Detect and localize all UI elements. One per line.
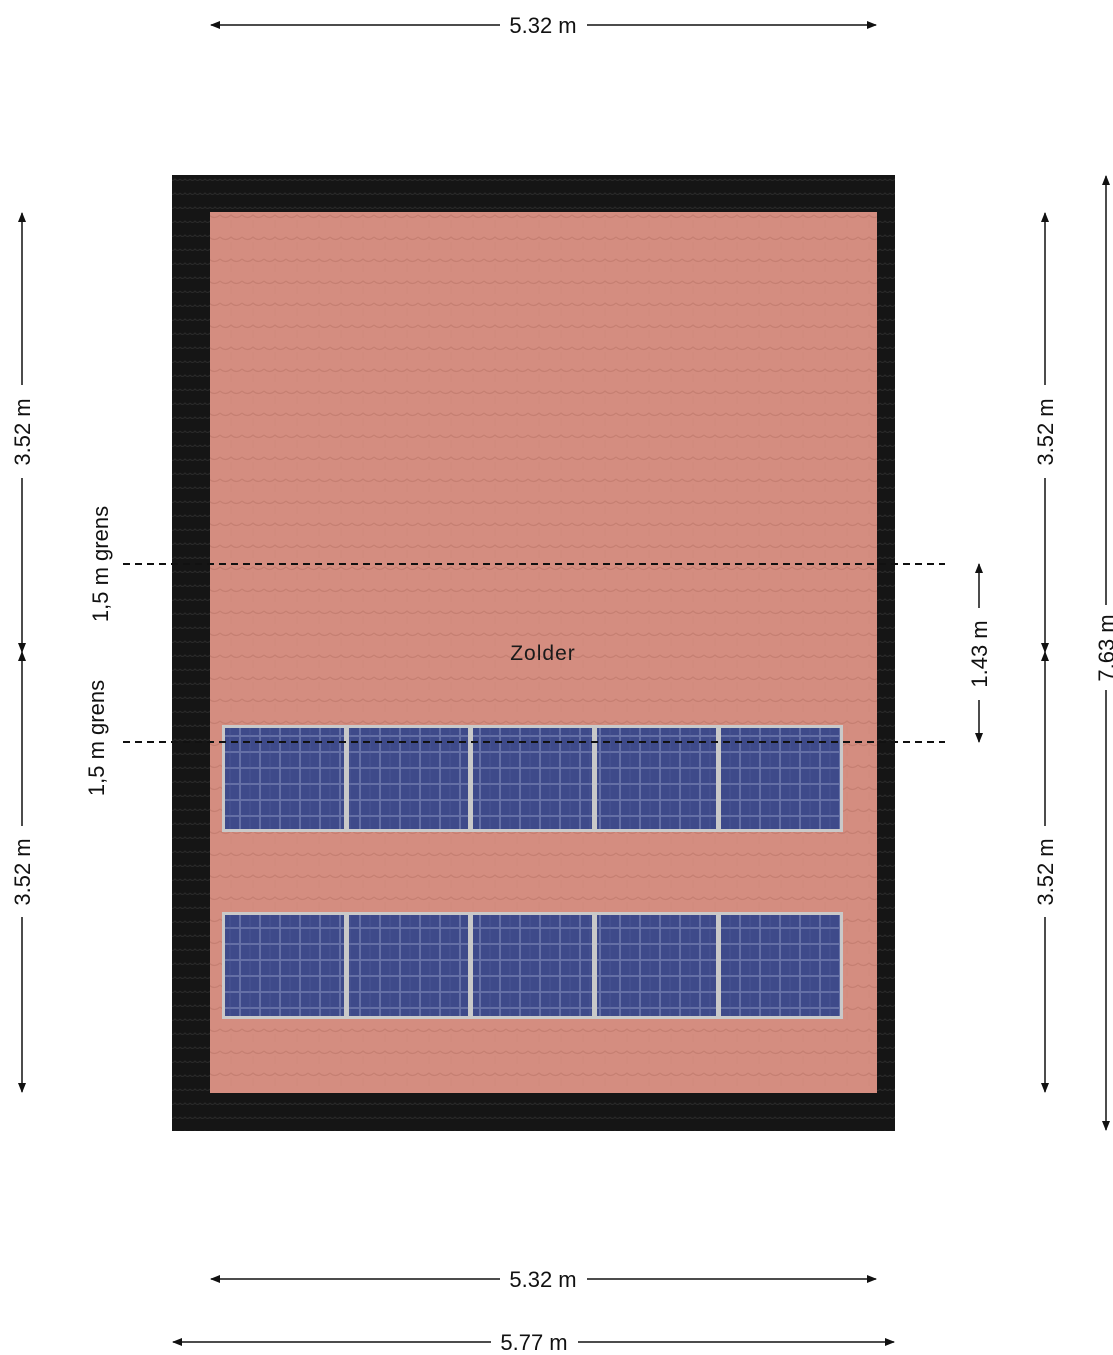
solar-panel [349, 915, 468, 1016]
solar-panel [721, 915, 840, 1016]
solar-panel-row-lower [222, 912, 843, 1019]
dimension-label: 3.52 m [1033, 398, 1058, 465]
dimension-label: 3.52 m [1033, 838, 1058, 905]
dimension-bottom-outer-width: 5.77 m [172, 1330, 895, 1355]
solar-panel [473, 915, 592, 1016]
dimension-right-upper: 3.52 m [1033, 212, 1058, 653]
dimension-label: 5.32 m [509, 1267, 576, 1292]
dimension-bottom-inner-width: 5.32 m [210, 1267, 877, 1292]
dimension-right-total: 7.63 m [1094, 175, 1113, 1131]
dimension-top-width: 5.32 m [210, 13, 877, 38]
room-label: Zolder [510, 642, 576, 665]
solar-panel [225, 915, 344, 1016]
dimension-left-lower: 3.52 m [10, 651, 35, 1093]
solar-panel [473, 728, 592, 829]
solar-panel [349, 728, 468, 829]
dimension-left-upper: 3.52 m [10, 212, 35, 653]
height-limit-label-lower: 1,5 m grens [84, 680, 109, 796]
solar-panel [597, 915, 716, 1016]
solar-panel [721, 728, 840, 829]
dimension-right-lower: 3.52 m [1033, 651, 1058, 1093]
dimension-label: 3.52 m [10, 398, 35, 465]
dimension-between-limits: 1.43 m [967, 563, 992, 743]
solar-panel [225, 728, 344, 829]
solar-panel [597, 728, 716, 829]
dimension-label: 5.32 m [509, 13, 576, 38]
height-limit-label-upper: 1,5 m grens [88, 506, 113, 622]
dimension-label: 1.43 m [967, 620, 992, 687]
dimension-label: 5.77 m [500, 1330, 567, 1355]
dimension-label: 3.52 m [10, 838, 35, 905]
dimension-label: 7.63 m [1094, 614, 1113, 681]
